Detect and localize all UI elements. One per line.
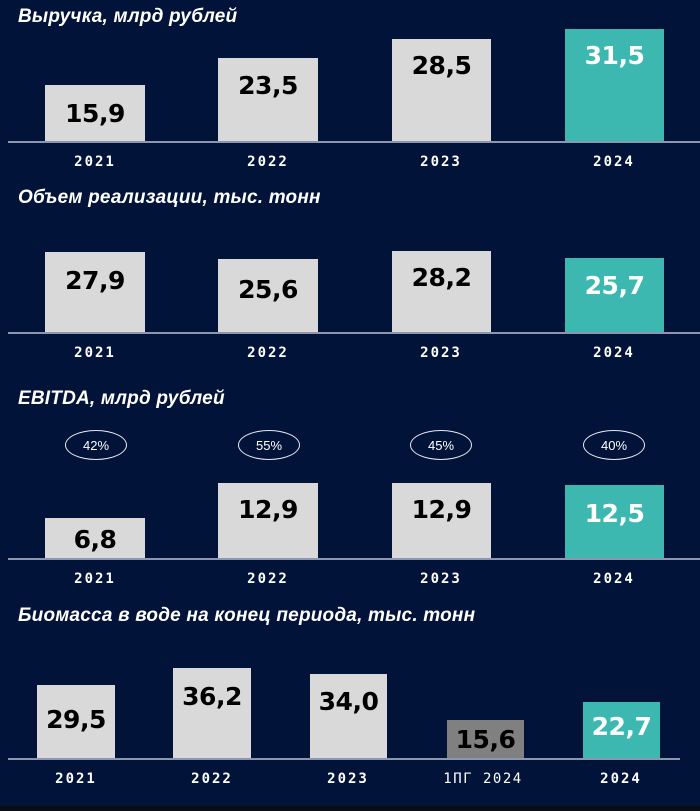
bar-value: 12,9	[238, 495, 298, 524]
bar-value: 12,5	[584, 499, 645, 528]
ebitda-xlabel-2022: 2022	[247, 571, 289, 587]
biomass-bar-2024: 22,7	[583, 702, 660, 759]
bar-value: 34,0	[318, 687, 379, 716]
sales-volume-xlabel-2022: 2022	[247, 345, 289, 361]
revenue-chart-title: Выручка, млрд рублей	[18, 6, 238, 27]
biomass-xlabel-1h-2024: 1ПГ 2024	[443, 771, 523, 787]
revenue-bar-2022: 23,5	[218, 58, 318, 142]
sales-volume-xlabel-2024: 2024	[593, 345, 635, 361]
biomass-xlabel-2022: 2022	[191, 771, 233, 787]
ebitda-xlabel-2021: 2021	[74, 571, 116, 587]
biomass-xlabel-2024: 2024	[600, 771, 642, 787]
biomass-bar-2023: 34,0	[310, 674, 387, 759]
ebitda-xlabel-2023: 2023	[420, 571, 462, 587]
revenue-xlabel-2023: 2023	[420, 154, 462, 170]
ebitda-chart-title: EBITDA, млрд рублей	[18, 388, 225, 409]
revenue-bar-2023: 28,5	[392, 39, 491, 142]
bar-value: 6,8	[73, 525, 117, 554]
bar-value: 29,5	[46, 705, 106, 734]
revenue-axis-baseline	[8, 141, 700, 143]
sales-volume-chart-title: Объем реализации, тыс. тонн	[18, 187, 321, 208]
ebitda-margin-badge-2023: 45%	[410, 430, 472, 460]
revenue-xlabel-2022: 2022	[247, 154, 289, 170]
bar-value: 28,5	[411, 51, 472, 80]
revenue-bar-2021: 15,9	[45, 85, 145, 142]
ebitda-margin-badge-2021: 42%	[65, 430, 127, 460]
biomass-bar-1h-2024: 15,6	[447, 720, 524, 759]
bar-value: 28,2	[411, 263, 472, 292]
ebitda-margin-badge-2022: 55%	[238, 430, 300, 460]
biomass-xlabel-2023: 2023	[327, 771, 369, 787]
bottom-edge-strip	[0, 806, 700, 811]
sales-volume-bar-2022: 25,6	[218, 259, 318, 333]
ebitda-margin-badge-2024: 40%	[583, 430, 645, 460]
revenue-bar-2024: 31,5	[565, 29, 664, 142]
biomass-bar-2021: 29,5	[37, 685, 115, 759]
bar-value: 15,6	[455, 725, 516, 754]
revenue-xlabel-2021: 2021	[74, 154, 116, 170]
biomass-axis-baseline	[8, 758, 680, 760]
ebitda-bar-2022: 12,9	[218, 483, 318, 559]
sales-volume-bar-2021: 27,9	[45, 252, 145, 333]
bar-value: 12,9	[411, 495, 472, 524]
ebitda-axis-baseline	[8, 558, 700, 560]
biomass-bar-2022: 36,2	[173, 668, 251, 759]
sales-volume-bar-2023: 28,2	[392, 251, 491, 333]
biomass-xlabel-2021: 2021	[55, 771, 97, 787]
bar-value: 31,5	[584, 41, 645, 70]
ebitda-xlabel-2024: 2024	[593, 571, 635, 587]
bar-value: 25,6	[238, 275, 298, 304]
sales-volume-xlabel-2021: 2021	[74, 345, 116, 361]
biomass-chart-title: Биомасса в воде на конец периода, тыс. т…	[18, 605, 476, 626]
ebitda-bar-2024: 12,5	[565, 485, 664, 559]
bar-value: 25,7	[584, 271, 645, 300]
bar-value: 15,9	[65, 99, 125, 128]
bar-value: 22,7	[591, 712, 652, 741]
ebitda-bar-2021: 6,8	[45, 518, 145, 559]
bar-value: 23,5	[238, 71, 298, 100]
bar-value: 27,9	[65, 266, 125, 295]
ebitda-bar-2023: 12,9	[392, 483, 491, 559]
revenue-xlabel-2024: 2024	[593, 154, 635, 170]
bar-value: 36,2	[182, 682, 242, 711]
sales-volume-bar-2024: 25,7	[565, 258, 664, 333]
sales-volume-axis-baseline	[8, 332, 700, 334]
sales-volume-xlabel-2023: 2023	[420, 345, 462, 361]
